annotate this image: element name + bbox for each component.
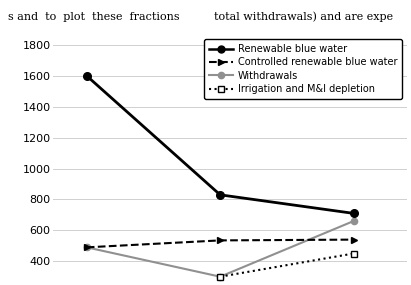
Legend: Renewable blue water, Controlled renewable blue water, Withdrawals, Irrigation a: Renewable blue water, Controlled renewab…: [203, 39, 402, 99]
Text: total withdrawals) and are expe: total withdrawals) and are expe: [214, 12, 393, 23]
Text: s and  to  plot  these  fractions: s and to plot these fractions: [8, 12, 180, 22]
